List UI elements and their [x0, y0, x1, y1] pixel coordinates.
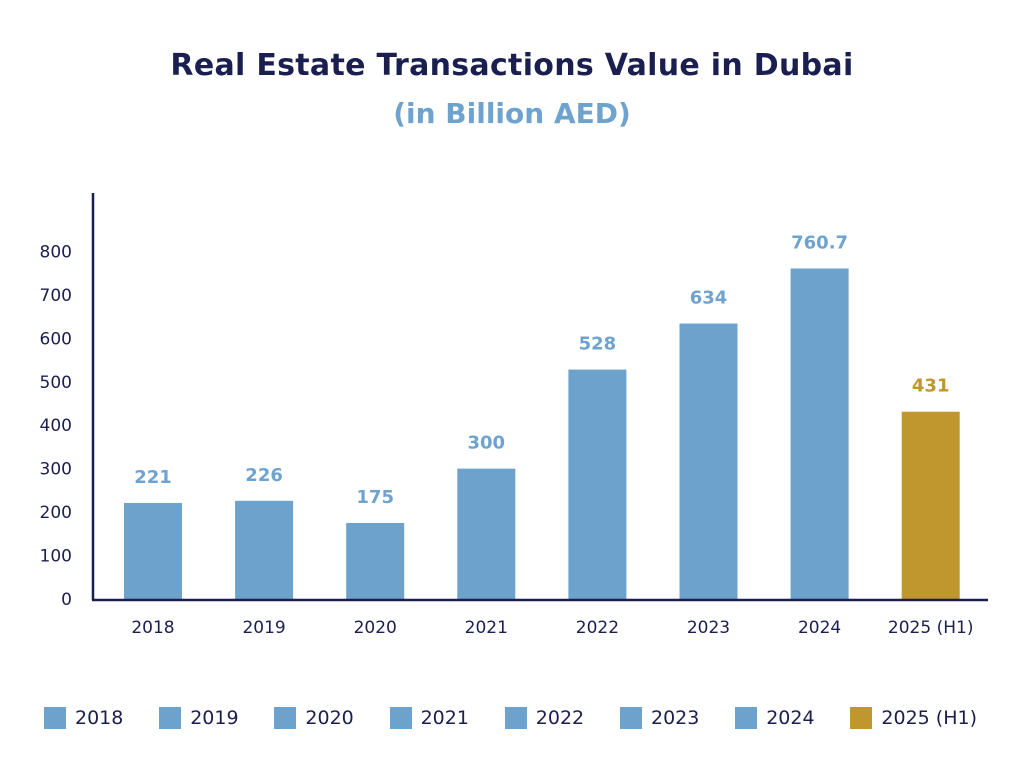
bar-2023: [679, 323, 738, 599]
y-tick-label: 100: [40, 547, 72, 567]
legend-item: 2019: [159, 705, 239, 731]
legend-swatch: [504, 707, 527, 729]
x-tick-label: 2018: [131, 618, 174, 638]
data-label: 634: [690, 288, 728, 309]
x-tick-label: 2020: [354, 618, 397, 638]
legend-item: 2021: [389, 705, 469, 731]
legend-item: 2018: [44, 705, 123, 731]
bar-2022: [568, 369, 627, 599]
data-label: 175: [356, 487, 394, 508]
y-tick-label: 700: [40, 286, 72, 306]
bar-2024: [790, 268, 849, 599]
legend-swatch: [389, 707, 412, 729]
legend-swatch: [44, 707, 66, 729]
legend-label: 2020: [305, 707, 354, 729]
legend-item: 2023: [620, 705, 699, 731]
legend-label: 2019: [190, 707, 239, 729]
data-label: 760.7: [791, 232, 848, 253]
legend-label: 2022: [535, 707, 585, 729]
x-tick-label: 2023: [687, 618, 730, 638]
legend-label: 2021: [420, 707, 469, 729]
y-tick-label: 300: [40, 460, 72, 480]
legend-item: 2022: [504, 705, 585, 731]
x-tick-label: 2022: [576, 618, 619, 638]
y-tick-label: 400: [40, 416, 72, 436]
bars: [124, 268, 960, 599]
x-axis-ticks: 2018 2019 2020 2021 2022 2023 2024 2025 (H1): [131, 618, 973, 638]
y-axis-ticks: 0 100 200 300 400 500 600 700 800: [40, 242, 72, 610]
legend-label: 2018: [75, 707, 124, 729]
bar-2025-h1: [901, 411, 960, 599]
legend-item: 2024: [735, 705, 815, 731]
chart-title: Real Estate Transactions Value in Dubai: [170, 48, 854, 83]
y-tick-label: 200: [40, 503, 72, 523]
legend-swatch: [620, 707, 642, 729]
bar-2021: [457, 468, 516, 599]
bar-2018: [124, 502, 182, 599]
legend: 2018 2019 2020 2021 2022 2023 2024 2025 (H1): [0, 705, 1024, 731]
legend-label: 2024: [766, 707, 815, 729]
x-tick-label: 2025 (H1): [888, 618, 974, 638]
data-labels: 221 226 175 300 528 634 760.7 431: [134, 232, 949, 507]
legend-item: 2020: [274, 705, 354, 731]
chart-subtitle: (in Billion AED): [393, 97, 631, 130]
legend-swatch: [735, 707, 758, 729]
data-label: 528: [579, 334, 617, 355]
y-tick-label: 800: [40, 242, 72, 262]
data-label: 226: [245, 465, 283, 486]
legend-label: 2025 (H1): [881, 707, 977, 729]
data-label: 431: [912, 376, 950, 397]
x-tick-label: 2019: [242, 618, 285, 638]
bar-2019: [235, 500, 294, 599]
x-tick-label: 2021: [465, 618, 508, 638]
legend-swatch: [274, 707, 297, 729]
y-tick-label: 0: [61, 590, 72, 610]
data-label: 221: [134, 467, 172, 488]
x-tick-label: 2024: [798, 618, 841, 638]
bar-2020: [346, 522, 405, 599]
legend-label: 2023: [651, 707, 700, 729]
legend-swatch: [850, 707, 873, 729]
bar-chart: 0 100 200 300 400 500 600 700 800 221 226 175 300 52…: [40, 193, 988, 638]
legend-item: 2025 (H1): [850, 705, 977, 731]
y-tick-label: 600: [40, 329, 72, 349]
data-label: 300: [468, 433, 506, 454]
y-tick-label: 500: [40, 373, 72, 393]
legend-swatch: [159, 707, 182, 729]
